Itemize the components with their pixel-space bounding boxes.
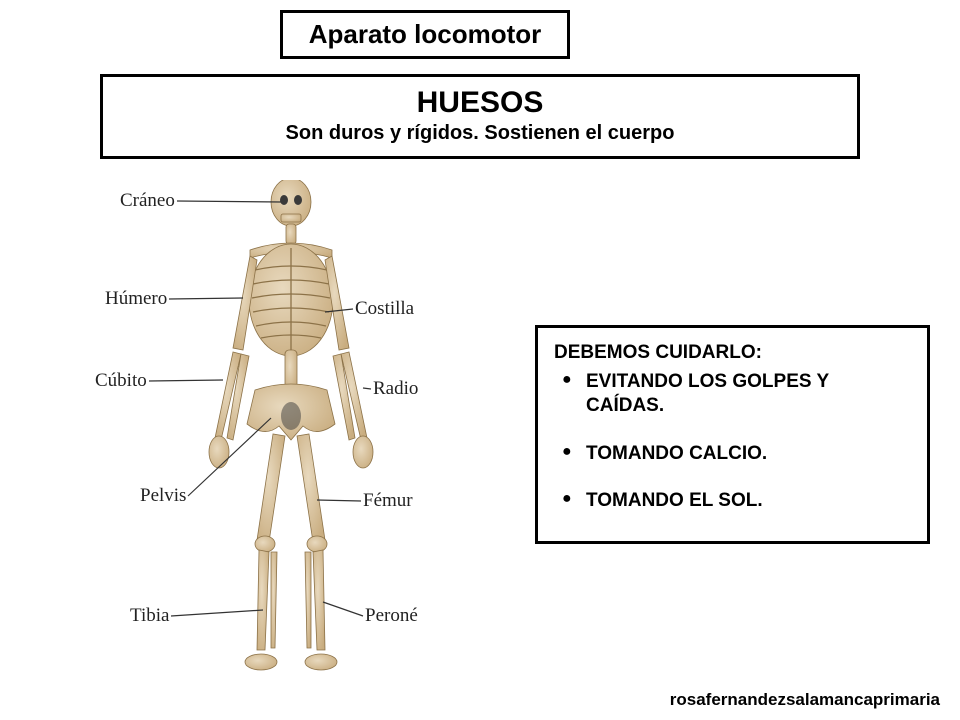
page-title-box: Aparato locomotor [280, 10, 570, 59]
bone-label-craneo: Cráneo [120, 190, 175, 212]
skeleton-diagram: Cráneo Húmero Costilla Cúbito Radio Pelvis Fém… [85, 180, 485, 695]
bone-label-humero: Húmero [105, 288, 167, 310]
bone-label-femur: Fémur [363, 490, 413, 512]
subtitle-heading: HUESOS [117, 85, 843, 121]
care-title: DEBEMOS CUIDARLO: [554, 342, 911, 364]
care-box: DEBEMOS CUIDARLO: EVITANDO LOS GOLPES Y … [535, 325, 930, 544]
bone-label-cubito: Cúbito [95, 370, 147, 392]
bone-label-perone: Peroné [365, 605, 418, 627]
bone-label-tibia: Tibia [130, 605, 169, 627]
subtitle-box: HUESOS Son duros y rígidos. Sostienen el… [100, 74, 860, 159]
page-title: Aparato locomotor [309, 19, 542, 49]
signature: rosafernandezsalamancaprimaria [670, 690, 940, 710]
care-item: TOMANDO CALCIO. [554, 442, 911, 466]
bone-label-costilla: Costilla [355, 298, 414, 320]
bone-label-radio: Radio [373, 378, 418, 400]
subtitle-description: Son duros y rígidos. Sostienen el cuerpo [117, 121, 843, 146]
bone-label-pelvis: Pelvis [140, 485, 186, 507]
skeleton-body [209, 180, 373, 670]
care-item: EVITANDO LOS GOLPES Y CAÍDAS. [554, 370, 911, 418]
care-item: TOMANDO EL SOL. [554, 489, 911, 513]
care-list: EVITANDO LOS GOLPES Y CAÍDAS. TOMANDO CA… [554, 370, 911, 513]
